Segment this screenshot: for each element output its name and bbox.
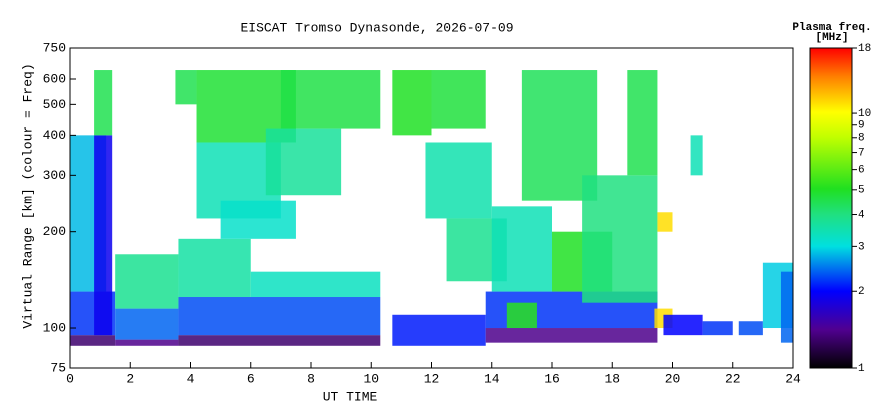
y-tick-label: 100 (43, 320, 66, 335)
x-tick-label: 22 (725, 371, 741, 386)
x-tick-label: 0 (66, 371, 74, 386)
echo-cell (250, 271, 381, 298)
echo-cell (115, 308, 179, 340)
echo-cell (657, 212, 673, 232)
y-tick-label: 75 (50, 360, 66, 375)
echo-cell (175, 70, 197, 105)
echo-cell (70, 335, 116, 346)
x-tick-label: 24 (785, 371, 801, 386)
y-tick-label: 200 (43, 224, 66, 239)
chart-title: EISCAT Tromso Dynasonde, 2026-07-09 (240, 20, 513, 35)
echo-cell (491, 206, 552, 292)
echo-cell (780, 271, 793, 343)
y-axis-label: Virtual Range [km] (colour = Freq) (20, 63, 35, 328)
echo-cell (115, 254, 179, 309)
echo-cell (485, 328, 658, 343)
echo-cell (280, 70, 381, 129)
y-tick-label: 500 (43, 97, 66, 112)
echo-cell (265, 128, 342, 196)
colorbar (809, 47, 853, 369)
x-tick-label: 10 (363, 371, 379, 386)
x-tick-label: 14 (484, 371, 500, 386)
x-tick-label: 18 (604, 371, 620, 386)
colorbar-tick-label: 5 (858, 185, 865, 197)
echo-cell (702, 321, 733, 336)
echo-cell (690, 135, 703, 176)
colorbar-tick-label: 4 (858, 209, 865, 221)
y-tick-label: 300 (43, 168, 66, 183)
echo-cell (738, 321, 763, 336)
x-tick-label: 2 (126, 371, 134, 386)
colorbar-tick-label: 3 (858, 241, 865, 253)
echo-cell (178, 238, 251, 298)
colorbar-tick-label: 6 (858, 165, 865, 177)
echo-cell (115, 339, 179, 346)
echo-cell (506, 302, 537, 329)
echo-cell (178, 297, 381, 336)
colorbar-tick-label: 10 (858, 108, 871, 120)
y-tick-label: 400 (43, 128, 66, 143)
echo-cell (392, 314, 486, 346)
x-tick-label: 8 (307, 371, 315, 386)
echo-cell (431, 70, 486, 129)
echo-cell (94, 135, 113, 336)
colorbar-tick-label: 2 (858, 286, 865, 298)
echo-cell (425, 142, 492, 219)
echo-cell (582, 175, 658, 303)
colorbar-tick-label: 7 (858, 147, 865, 159)
echo-cell (178, 335, 381, 346)
x-tick-label: 6 (247, 371, 255, 386)
colorbar-tick-label: 8 (858, 133, 865, 145)
colorbar-tick-label: 1 (858, 363, 865, 375)
x-tick-label: 4 (187, 371, 195, 386)
echo-cell (220, 200, 296, 239)
colorbar-title: Plasma freq. (792, 22, 871, 34)
y-tick-label: 600 (43, 71, 66, 86)
colorbar-title: [MHz] (815, 32, 848, 44)
x-tick-label: 20 (665, 371, 681, 386)
y-tick-label: 750 (43, 40, 66, 55)
x-tick-label: 16 (544, 371, 560, 386)
echo-cell (392, 70, 432, 136)
echo-cell (94, 70, 113, 136)
colorbar-tick-label: 18 (858, 43, 871, 55)
x-tick-label: 12 (424, 371, 440, 386)
echo-cell (627, 70, 658, 176)
x-axis-label: UT TIME (323, 389, 378, 404)
colorbar-tick-label: 9 (858, 120, 865, 132)
echo-cell (663, 314, 703, 336)
